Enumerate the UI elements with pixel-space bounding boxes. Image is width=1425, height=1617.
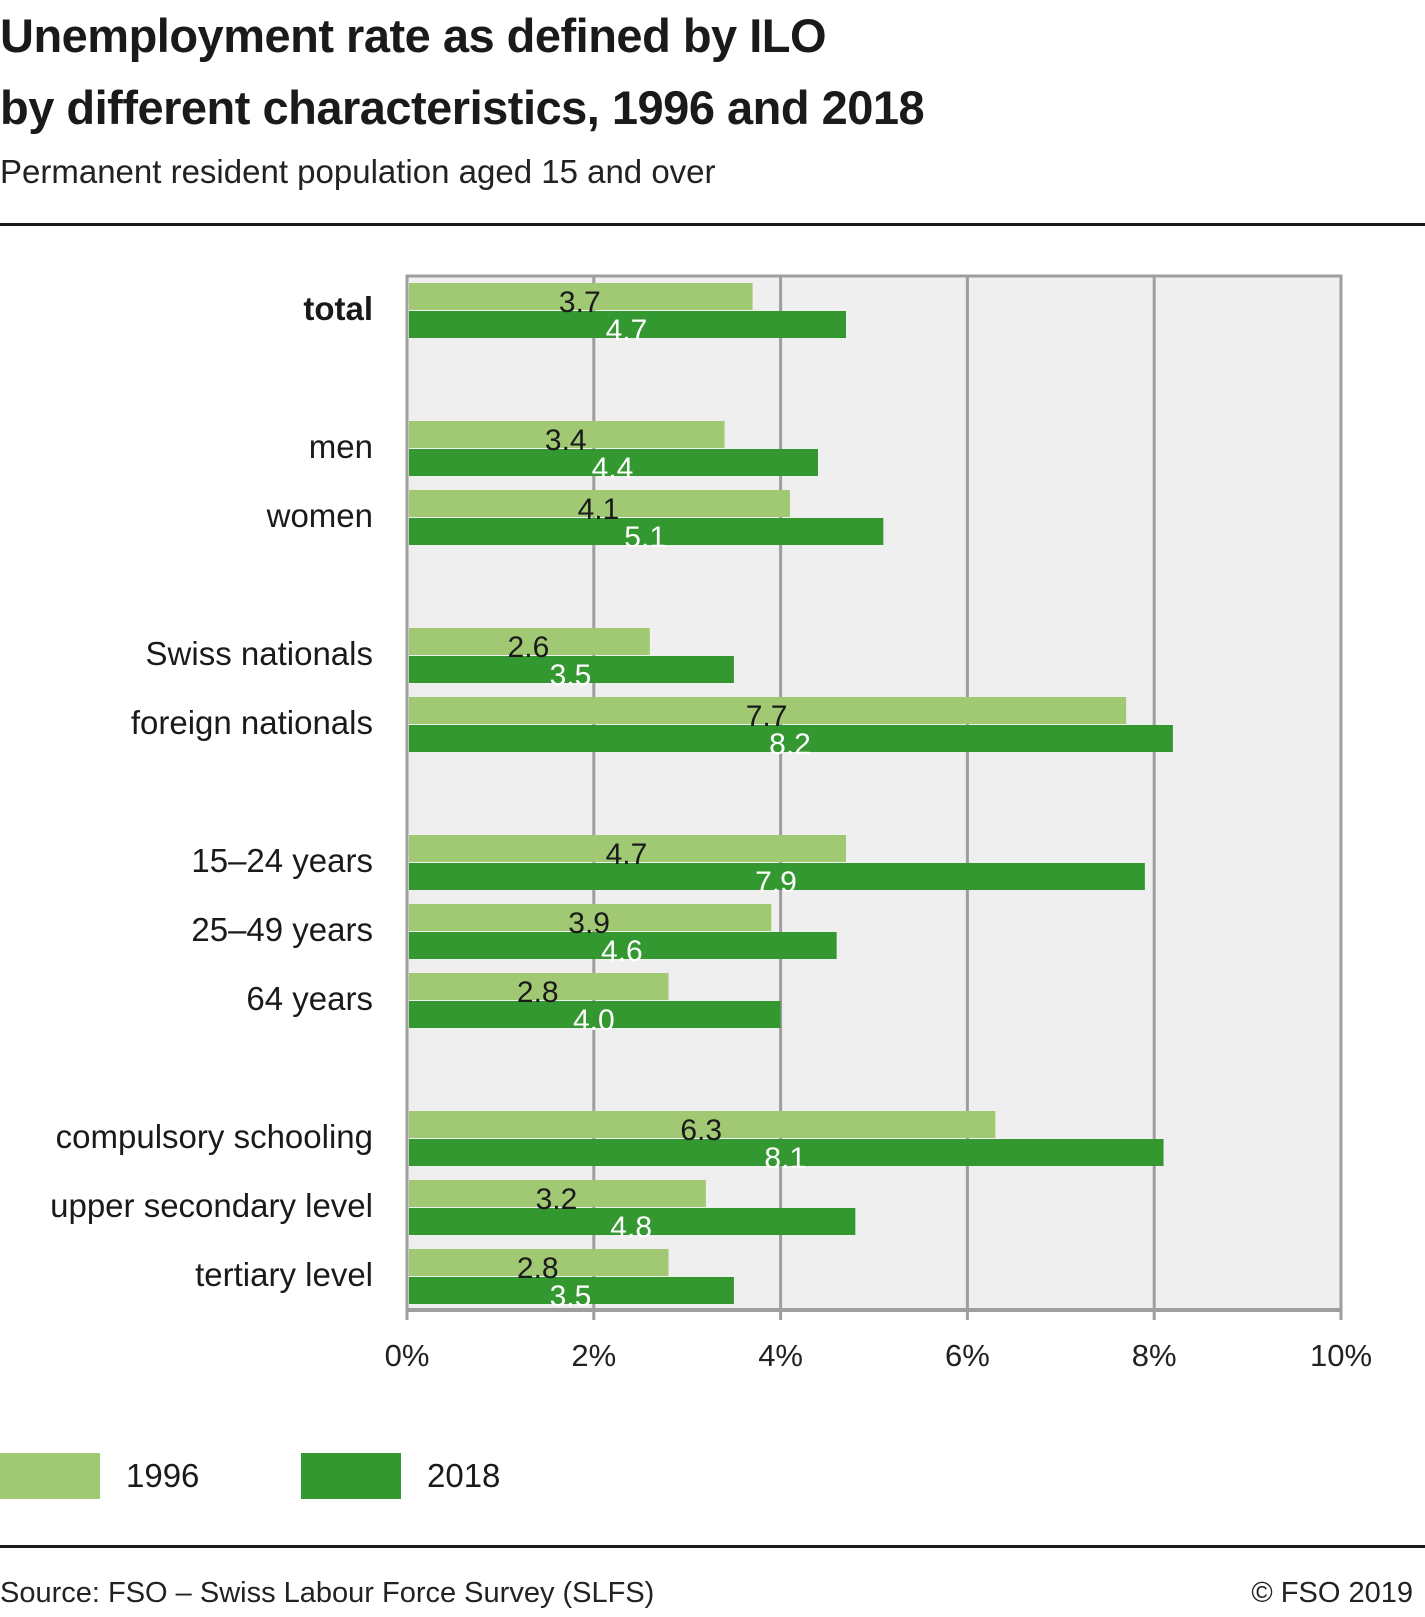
value-label-2018-3: 3.5 <box>550 659 592 692</box>
category-label-9: upper secondary level <box>50 1187 373 1224</box>
bar-1996-2 <box>409 490 790 517</box>
value-label-1996-0: 3.7 <box>559 286 601 319</box>
bar-1996-8 <box>409 1111 996 1138</box>
x-tick-label-8: 8% <box>1132 1338 1177 1373</box>
value-label-2018-0: 4.7 <box>606 314 648 347</box>
legend-item-2018: 2018 <box>301 1453 500 1499</box>
bar-2018-10 <box>409 1277 734 1304</box>
category-label-8: compulsory schooling <box>56 1118 373 1155</box>
value-label-2018-2: 5.1 <box>624 521 666 554</box>
bar-2018-7 <box>409 1001 781 1028</box>
legend-swatch-2018 <box>301 1453 401 1499</box>
x-tick-label-2: 2% <box>571 1338 616 1373</box>
copyright-note: © FSO 2019 <box>1251 1577 1413 1609</box>
value-label-1996-6: 3.9 <box>568 907 610 940</box>
category-label-2: women <box>266 497 373 534</box>
value-label-1996-3: 2.6 <box>508 631 550 664</box>
category-label-10: tertiary level <box>195 1256 373 1293</box>
legend-swatch-1996 <box>0 1453 100 1499</box>
bar-1996-1 <box>409 421 725 448</box>
category-label-7: 64 years <box>246 980 373 1017</box>
bar-1996-6 <box>409 904 772 931</box>
x-tick-label-6: 6% <box>945 1338 990 1373</box>
value-label-2018-4: 8.2 <box>769 728 811 761</box>
value-label-1996-5: 4.7 <box>606 838 648 871</box>
legend-label-1996: 1996 <box>126 1457 200 1494</box>
value-label-2018-6: 4.6 <box>601 935 643 968</box>
bar-1996-10 <box>409 1249 669 1276</box>
bar-2018-6 <box>409 932 837 959</box>
x-tick-label-0: 0% <box>385 1338 430 1373</box>
chart-title-line-2: by different characteristics, 1996 and 2… <box>0 81 925 134</box>
chart-title-line-1: Unemployment rate as defined by ILO <box>0 9 827 62</box>
category-label-0: total <box>303 290 373 327</box>
bar-1996-5 <box>409 835 846 862</box>
bar-2018-8 <box>409 1139 1164 1166</box>
value-label-2018-10: 3.5 <box>550 1280 592 1313</box>
value-label-1996-8: 6.3 <box>680 1114 722 1147</box>
bar-1996-9 <box>409 1180 706 1207</box>
top-divider <box>0 223 1425 226</box>
category-label-3: Swiss nationals <box>146 635 373 672</box>
bar-2018-5 <box>409 863 1145 890</box>
value-label-2018-5: 7.9 <box>755 866 797 899</box>
value-label-1996-2: 4.1 <box>578 493 620 526</box>
bar-2018-2 <box>409 518 884 545</box>
bar-2018-9 <box>409 1208 856 1235</box>
source-note: Source: FSO – Swiss Labour Force Survey … <box>0 1577 655 1609</box>
chart-title: Unemployment rate as defined by ILO by d… <box>0 0 925 144</box>
bar-2018-1 <box>409 449 818 476</box>
value-label-1996-1: 3.4 <box>545 424 587 457</box>
legend-item-1996: 1996 <box>0 1453 199 1499</box>
category-label-5: 15–24 years <box>191 842 373 879</box>
value-label-2018-8: 8.1 <box>764 1142 806 1175</box>
value-label-1996-9: 3.2 <box>536 1183 578 1216</box>
value-label-1996-7: 2.8 <box>517 976 559 1009</box>
bar-2018-0 <box>409 311 846 338</box>
x-tick-label-4: 4% <box>758 1338 803 1373</box>
value-label-2018-7: 4.0 <box>573 1004 615 1037</box>
chart-subtitle: Permanent resident population aged 15 an… <box>0 153 716 190</box>
value-label-2018-9: 4.8 <box>610 1211 652 1244</box>
category-label-4: foreign nationals <box>131 704 373 741</box>
value-label-1996-4: 7.7 <box>746 700 788 733</box>
bar-1996-4 <box>409 697 1127 724</box>
value-label-2018-1: 4.4 <box>592 452 634 485</box>
bar-2018-4 <box>409 725 1173 752</box>
bar-chart: 3.74.7total3.44.4men4.15.1women2.63.5Swi… <box>50 274 1372 1373</box>
category-label-6: 25–49 years <box>191 911 373 948</box>
bar-2018-3 <box>409 656 734 683</box>
x-tick-label-10: 10% <box>1310 1338 1372 1373</box>
bar-1996-7 <box>409 973 669 1000</box>
bar-1996-0 <box>409 283 753 310</box>
value-label-1996-10: 2.8 <box>517 1252 559 1285</box>
category-label-1: men <box>309 428 373 465</box>
bottom-divider <box>0 1545 1425 1548</box>
bar-1996-3 <box>409 628 650 655</box>
legend-label-2018: 2018 <box>427 1457 501 1494</box>
